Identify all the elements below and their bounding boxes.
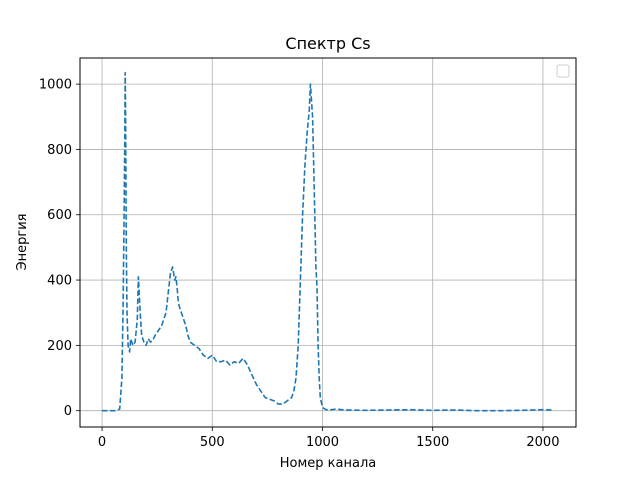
y-tick-label: 0 — [64, 404, 72, 419]
x-tick-label: 1000 — [306, 435, 339, 450]
legend-box — [556, 64, 570, 78]
y-tick-label: 200 — [47, 339, 72, 354]
ticks: 0 500 1000 1500 2000 0 200 400 600 800 1000 — [39, 78, 560, 450]
x-axis-label: Номер канала — [280, 456, 376, 471]
y-tick-label: 800 — [47, 143, 72, 158]
grid — [80, 58, 576, 427]
y-tick-label: 400 — [47, 274, 72, 289]
y-axis-label: Энергия — [15, 214, 30, 271]
x-tick-label: 500 — [200, 435, 225, 450]
plot-frame — [79, 57, 577, 428]
series-line — [102, 71, 552, 412]
x-tick-label: 0 — [98, 435, 106, 450]
y-tick-label: 600 — [47, 208, 72, 223]
y-tick-label: 1000 — [39, 78, 72, 93]
series-layer — [102, 71, 552, 412]
x-tick-label: 2000 — [526, 435, 559, 450]
chart-title: Спектр Cs — [285, 34, 370, 53]
x-tick-label: 1500 — [416, 435, 449, 450]
